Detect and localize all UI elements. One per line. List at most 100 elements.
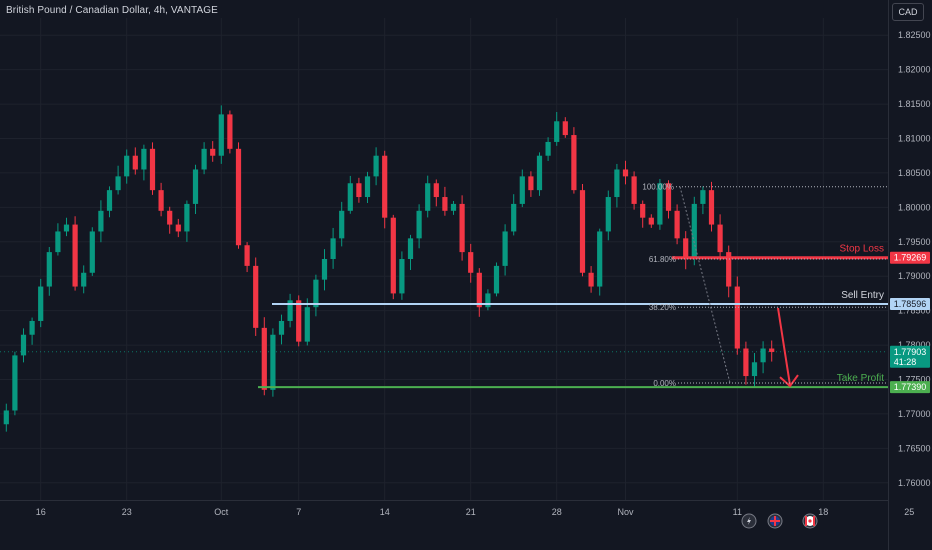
down-arrow-head xyxy=(779,374,799,388)
candle-body xyxy=(708,190,715,225)
candle-body xyxy=(373,155,379,177)
candle-body xyxy=(46,252,52,287)
y-tick-label: 1.82000 xyxy=(898,65,931,75)
candles-layer xyxy=(3,105,775,432)
candle-body xyxy=(726,252,732,287)
candle xyxy=(55,223,61,256)
candle xyxy=(364,171,371,204)
candle-body xyxy=(3,410,9,425)
y-tick-label: 1.79500 xyxy=(898,237,931,247)
lightning-glyph xyxy=(747,517,751,525)
time-axis[interactable]: 16 23 Oct 7 14 21 28 Nov 11 18 25 xyxy=(0,500,914,518)
candle-body xyxy=(347,183,353,211)
candle xyxy=(81,265,87,294)
ca-flag-r xyxy=(813,516,815,526)
candle xyxy=(339,201,345,247)
candle-body xyxy=(210,148,216,156)
y-tick-label: 1.82500 xyxy=(898,30,931,40)
levels-layer: Stop Loss Sell Entry Take Profit xyxy=(258,244,888,389)
candle-body xyxy=(700,190,706,204)
y-tick-label: 1.77000 xyxy=(898,409,931,419)
x-tick-label: 14 xyxy=(380,507,390,517)
candle-body xyxy=(622,169,629,177)
candle-body xyxy=(261,327,267,390)
candle xyxy=(115,165,121,195)
fib-level-label: 38.20% xyxy=(649,303,676,312)
candle-body xyxy=(511,203,517,232)
candle-body xyxy=(683,238,689,259)
candle-body xyxy=(399,259,405,294)
candle-body xyxy=(734,286,740,349)
candle xyxy=(89,227,95,276)
y-tick-label: 1.81000 xyxy=(898,134,931,144)
candle xyxy=(106,186,113,218)
y-tick-label: 1.76500 xyxy=(898,443,931,453)
candle-body xyxy=(536,155,543,191)
canada-flag-icon[interactable] xyxy=(802,513,818,529)
candle xyxy=(528,171,534,197)
candle xyxy=(640,200,646,228)
currency-button[interactable]: CAD xyxy=(892,3,924,21)
candle-body xyxy=(691,203,697,259)
current-price-tag-bg xyxy=(890,345,930,368)
price-axis[interactable]: 1.82500 1.82000 1.81500 1.81000 1.80500 1.800… xyxy=(888,0,932,550)
candle-body xyxy=(192,169,199,204)
candle-body xyxy=(158,190,164,211)
candle xyxy=(700,186,706,215)
y-tick-label: 1.78000 xyxy=(898,340,931,350)
candle-body xyxy=(278,320,285,335)
x-tick-label: 23 xyxy=(122,507,132,517)
candle xyxy=(536,152,543,196)
event-icons[interactable] xyxy=(741,513,818,529)
fib-level-label: 61.80% xyxy=(649,255,676,264)
candle-body xyxy=(20,334,27,356)
candle xyxy=(588,266,594,293)
candle-body xyxy=(390,217,396,294)
take-profit-tag-text: 1.77390 xyxy=(894,382,927,392)
candle-body xyxy=(562,121,568,136)
candle-body xyxy=(648,217,654,225)
fib-layer: 100.00% 61.80% 38.20% 0.00% xyxy=(642,183,892,388)
candle-body xyxy=(519,176,525,204)
candle xyxy=(270,328,276,397)
candle-body xyxy=(502,231,508,266)
uk-flag-icon[interactable] xyxy=(767,513,783,529)
candle xyxy=(124,149,130,184)
candle-body xyxy=(270,334,276,390)
candle-body xyxy=(382,155,388,218)
candle xyxy=(683,231,689,270)
candle-body xyxy=(605,197,611,232)
candle xyxy=(468,243,474,283)
candle xyxy=(493,262,500,297)
candle-body xyxy=(485,293,491,308)
candle-body xyxy=(12,355,18,411)
candle-body xyxy=(339,210,345,239)
candle-body xyxy=(167,210,173,225)
candle-body xyxy=(364,176,371,198)
candle-body xyxy=(579,190,586,273)
candle xyxy=(708,181,715,232)
candle xyxy=(3,403,9,432)
candle xyxy=(511,194,517,236)
candle xyxy=(72,216,78,291)
candle-body xyxy=(450,203,457,211)
candle-body xyxy=(468,252,474,273)
candle-body xyxy=(296,300,302,342)
candle-body xyxy=(674,210,680,239)
lightning-icon[interactable] xyxy=(741,513,757,529)
candle xyxy=(356,177,362,203)
candle-body xyxy=(72,224,78,287)
stop-loss-label: Stop Loss xyxy=(840,244,884,255)
candle-body xyxy=(760,348,766,363)
candle xyxy=(287,293,293,328)
sell-entry-label: Sell Entry xyxy=(841,290,884,301)
sell-entry-tag-text: 1.78596 xyxy=(894,299,927,309)
candle xyxy=(296,295,302,347)
candle xyxy=(158,182,164,217)
candle xyxy=(614,163,620,208)
candle xyxy=(450,200,457,215)
candle-body xyxy=(588,272,594,287)
candle xyxy=(253,257,259,336)
